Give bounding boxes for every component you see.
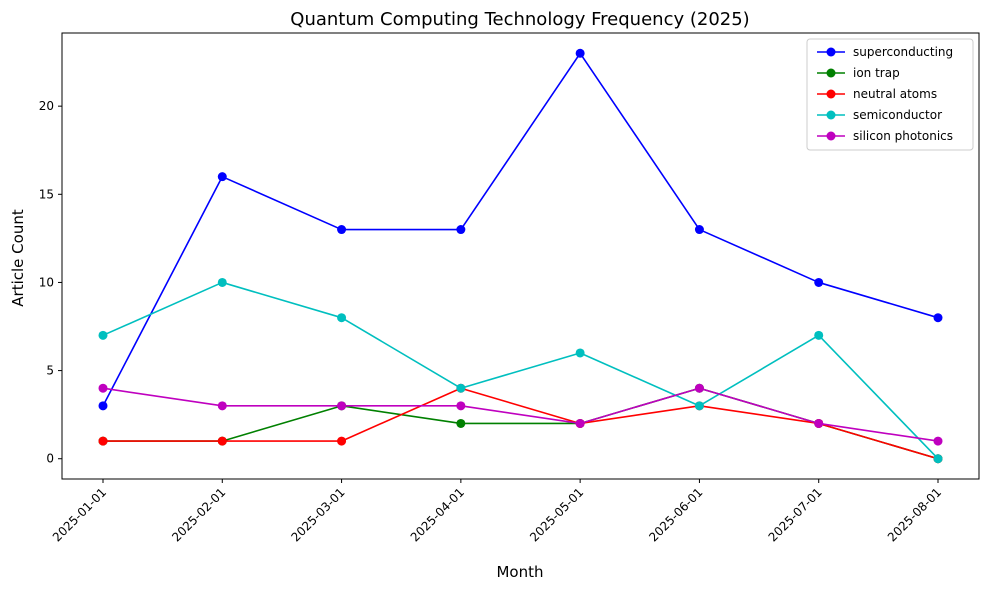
data-point-superconducting [337,225,347,235]
x-tick-label: 2025-05-01 [527,485,586,544]
legend-swatch-marker-semiconductor [826,110,836,120]
data-point-superconducting [694,225,704,235]
data-point-semiconductor [575,348,585,358]
x-tick-label: 2025-03-01 [288,485,347,544]
x-axis-label: Month [496,563,543,581]
data-point-neutral-atoms [217,436,227,446]
data-point-superconducting [456,225,466,235]
chart-title: Quantum Computing Technology Frequency (… [290,9,749,30]
data-point-neutral-atoms [337,436,347,446]
data-point-semiconductor [814,330,824,340]
y-tick-label: 0 [46,452,54,466]
y-tick-label: 10 [39,275,54,289]
data-point-silicon-photonics [337,401,347,411]
series-line-semiconductor [102,281,939,460]
legend-box [806,38,974,151]
y-tick-label: 5 [46,364,54,378]
legend-swatch-marker-ion-trap [826,68,836,78]
data-point-ion-trap [456,418,466,428]
y-axis-label: Article Count [9,209,27,307]
x-tick-label: 2025-04-01 [408,485,467,544]
data-point-superconducting [98,401,108,411]
data-point-silicon-photonics [694,383,704,393]
series-line-superconducting [102,52,939,407]
data-point-silicon-photonics [814,418,824,428]
y-tick-label: 20 [39,99,54,113]
data-point-semiconductor [337,313,347,323]
data-point-silicon-photonics [933,436,943,446]
x-tick-label: 2025-02-01 [169,485,228,544]
x-tick-label: 2025-06-01 [646,485,705,544]
data-point-semiconductor [217,277,227,287]
data-point-superconducting [575,48,585,58]
legend-entry-superconducting: superconducting [853,45,953,59]
series-line-neutral-atoms [103,387,939,460]
legend-entry-silicon-photonics: silicon photonics [853,129,953,143]
data-point-silicon-photonics [575,418,585,428]
legend-swatch-marker-neutral-atoms [826,89,836,99]
data-point-silicon-photonics [217,401,227,411]
data-point-semiconductor [98,330,108,340]
data-point-superconducting [217,172,227,182]
data-point-silicon-photonics [98,383,108,393]
legend-entry-ion-trap: ion trap [853,66,900,80]
legend-swatch-marker-silicon-photonics [826,131,836,141]
legend-entry-neutral-atoms: neutral atoms [853,87,937,101]
data-point-silicon-photonics [456,401,466,411]
plot-area-frame [61,32,980,480]
data-point-semiconductor [933,454,943,464]
series-line-ion-trap [103,387,939,460]
x-tick-label: 2025-07-01 [766,485,825,544]
data-point-neutral-atoms [98,436,108,446]
x-tick-label: 2025-08-01 [885,485,944,544]
x-tick-label: 2025-01-01 [50,485,109,544]
data-point-superconducting [814,277,824,287]
data-point-superconducting [933,313,943,323]
series-line-silicon-photonics [102,387,939,442]
legend-entry-semiconductor: semiconductor [853,108,942,122]
data-point-semiconductor [456,383,466,393]
y-tick-label: 15 [39,187,54,201]
data-point-semiconductor [694,401,704,411]
legend-swatch-marker-superconducting [826,47,836,57]
